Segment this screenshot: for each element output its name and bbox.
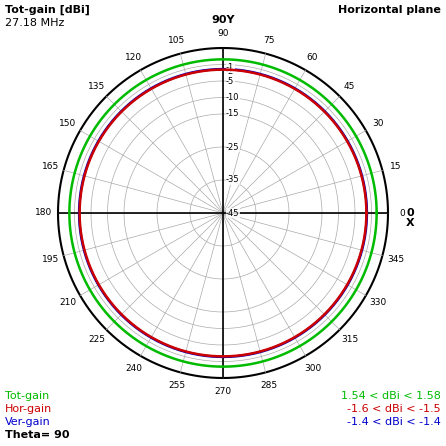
Text: 180: 180 — [35, 208, 53, 218]
Text: -1.6 < dBi < -1.5: -1.6 < dBi < -1.5 — [347, 404, 441, 414]
Text: 30: 30 — [372, 119, 384, 128]
Text: X: X — [406, 218, 414, 228]
Text: 60: 60 — [307, 54, 318, 62]
Text: 135: 135 — [88, 82, 105, 91]
Text: Ver-gain: Ver-gain — [5, 417, 51, 427]
Text: 315: 315 — [341, 335, 358, 344]
Text: -1.4 < dBi < -1.4: -1.4 < dBi < -1.4 — [347, 417, 441, 427]
Text: 105: 105 — [168, 36, 185, 45]
Text: -35: -35 — [226, 175, 240, 185]
Text: -5: -5 — [226, 77, 234, 86]
Text: Tot-gain [dBi]: Tot-gain [dBi] — [5, 5, 90, 15]
Text: 45: 45 — [344, 82, 355, 91]
Text: Tot-gain: Tot-gain — [5, 391, 49, 401]
Text: 0: 0 — [399, 208, 405, 218]
Text: 120: 120 — [125, 54, 142, 62]
Text: 27.18 MHz: 27.18 MHz — [5, 18, 64, 28]
Text: -10: -10 — [226, 93, 240, 102]
Text: Hor-gain: Hor-gain — [5, 404, 52, 414]
Text: 1.54 < dBi < 1.58: 1.54 < dBi < 1.58 — [341, 391, 441, 401]
Text: 90: 90 — [217, 29, 229, 38]
Text: -2: -2 — [226, 66, 234, 76]
Text: 90Y: 90Y — [211, 15, 235, 25]
Text: 270: 270 — [215, 388, 231, 396]
Text: -45: -45 — [226, 208, 240, 218]
Text: 345: 345 — [387, 255, 405, 264]
Text: 195: 195 — [41, 255, 59, 264]
Text: Horizontal plane: Horizontal plane — [338, 5, 441, 15]
Text: 225: 225 — [88, 335, 105, 344]
Text: 330: 330 — [369, 298, 387, 307]
Text: -25: -25 — [226, 143, 240, 152]
Text: Theta= 90: Theta= 90 — [5, 430, 70, 440]
Text: -15: -15 — [226, 110, 240, 119]
Text: 165: 165 — [41, 162, 59, 171]
Text: 255: 255 — [168, 381, 185, 390]
Text: 210: 210 — [59, 298, 77, 307]
Text: 75: 75 — [264, 36, 275, 45]
Text: 15: 15 — [390, 162, 402, 171]
Text: 240: 240 — [125, 363, 142, 372]
Text: -1: -1 — [226, 63, 234, 72]
Text: 150: 150 — [59, 119, 77, 128]
Text: 0: 0 — [406, 208, 414, 218]
Text: 300: 300 — [304, 363, 321, 372]
Text: 285: 285 — [261, 381, 278, 390]
